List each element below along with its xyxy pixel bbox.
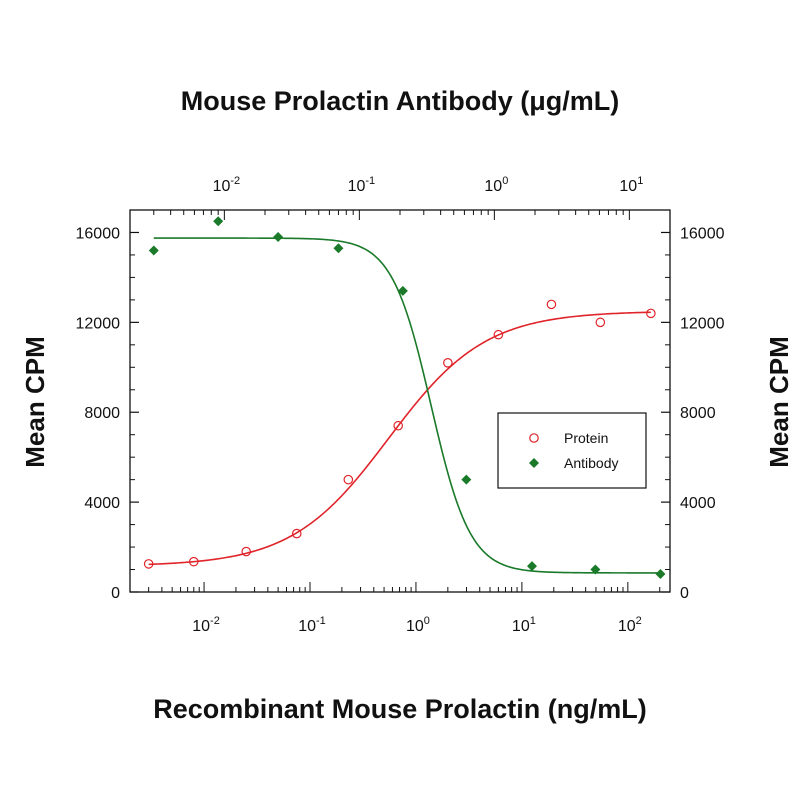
antibody-data-point [213, 216, 224, 227]
y-tick-label-left: 16000 [76, 225, 121, 242]
x-bottom-tick-label: 101 [512, 615, 536, 635]
y-tick-label-left: 12000 [76, 315, 121, 332]
y-tick-label-left: 4000 [84, 495, 120, 512]
left-y-axis-title: Mean CPM [20, 336, 50, 467]
y-tick-label-left: 8000 [84, 405, 120, 422]
protein-data-point [493, 329, 504, 340]
y-tick-label-right: 12000 [680, 315, 725, 332]
protein-data-point [143, 559, 154, 569]
protein-data-point [646, 308, 656, 319]
legend-label-antibody: Antibody [564, 455, 618, 471]
protein-fit-curve [148, 311, 651, 566]
legend-label-protein: Protein [564, 430, 608, 446]
x-top-tick-label: 101 [619, 175, 643, 195]
protein-data-point [443, 357, 453, 368]
antibody-data-point [333, 243, 344, 254]
protein-data-point [241, 546, 252, 557]
y-tick-label-right: 8000 [680, 405, 716, 422]
antibody-data-point [526, 561, 537, 572]
x-top-tick-label: 100 [484, 175, 508, 195]
antibody-fit-curve [153, 237, 661, 574]
legend-marker-antibody [529, 458, 539, 468]
x-top-tick-label: 10-1 [348, 175, 376, 195]
x-bottom-tick-label: 10-1 [298, 615, 326, 635]
protein-data-point [546, 299, 557, 310]
protein-data-point [393, 420, 404, 431]
x-bottom-tick-label: 10-2 [192, 615, 220, 635]
plot-frame [129, 209, 671, 593]
antibody-data-point [461, 474, 472, 485]
protein-data-point [343, 474, 354, 485]
x-bottom-tick-label: 102 [618, 615, 642, 635]
y-tick-label-right: 16000 [680, 225, 725, 242]
y-tick-label-left: 0 [111, 585, 120, 602]
x-top-tick-label: 10-2 [213, 175, 241, 195]
antibody-data-point [590, 564, 601, 575]
bottom-axis-title: Recombinant Mouse Prolactin (ng/mL) [153, 694, 647, 724]
protein-data-point [291, 528, 302, 539]
y-tick-label-right: 4000 [680, 495, 716, 512]
protein-data-point [595, 317, 606, 328]
y-tick-label-right: 0 [680, 585, 689, 602]
x-bottom-tick-label: 100 [406, 615, 430, 635]
legend-box [497, 412, 647, 489]
antibody-data-point [273, 231, 284, 242]
antibody-data-point [148, 245, 159, 256]
top-axis-title: Mouse Prolactin Antibody (μg/mL) [181, 86, 620, 116]
antibody-data-point [655, 569, 666, 580]
legend-marker-protein [529, 433, 539, 443]
right-y-axis-title: Mean CPM [764, 336, 794, 467]
protein-data-point [188, 556, 199, 567]
antibody-data-point [397, 285, 408, 296]
